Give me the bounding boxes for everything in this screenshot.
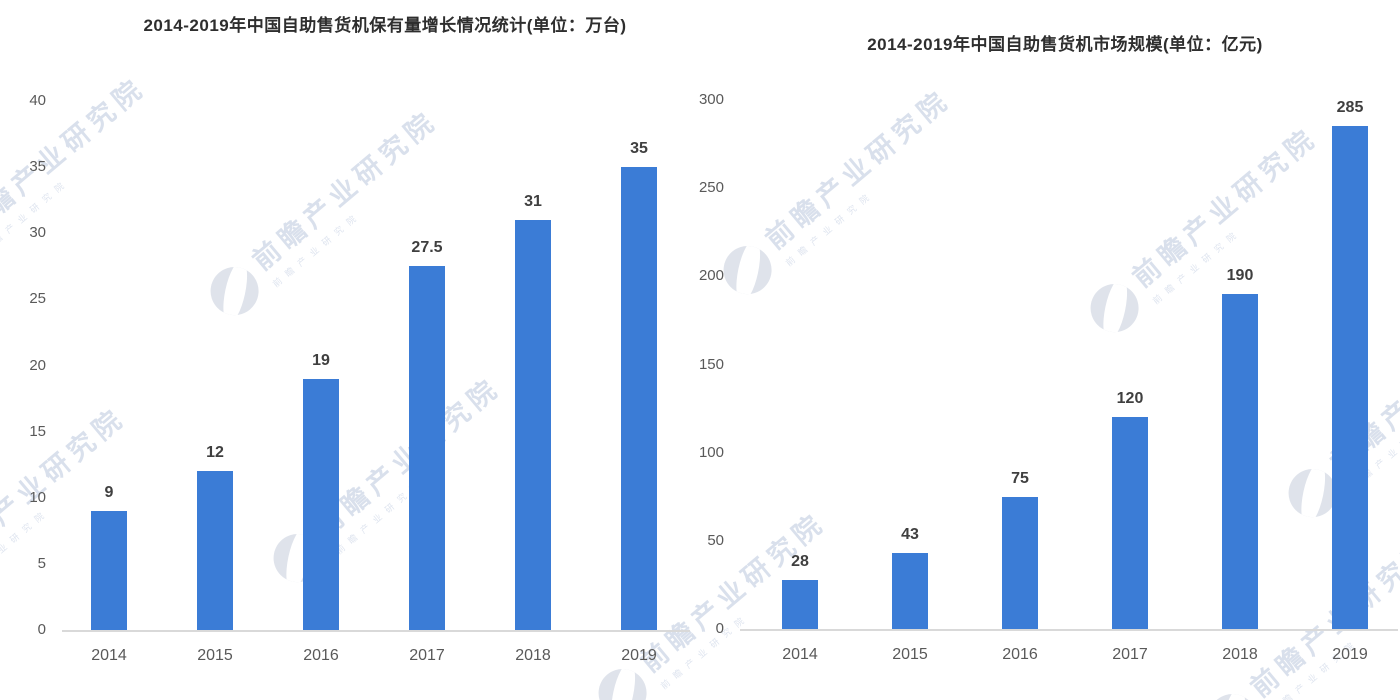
- x-axis-line: [62, 630, 690, 632]
- qianzhan-logo-icon: [1198, 683, 1267, 700]
- bar-2017: [1112, 417, 1148, 629]
- bar-2015: [197, 471, 233, 630]
- x-label-2018: 2018: [515, 647, 551, 664]
- bar-2016: [1002, 496, 1038, 629]
- bar-2019: [621, 167, 657, 630]
- x-label-2015: 2015: [197, 647, 233, 664]
- x-label-2017: 2017: [1112, 646, 1148, 663]
- qianzhan-logo-icon: [200, 256, 269, 325]
- x-label-2017: 2017: [409, 647, 445, 664]
- qianzhan-logo-icon: [1080, 273, 1149, 342]
- y-tick-100: 100: [698, 443, 724, 461]
- y-tick-150: 150: [698, 355, 724, 373]
- data-label-2016: 75: [1011, 469, 1029, 487]
- y-tick-15: 15: [29, 422, 46, 440]
- data-label-2017: 120: [1116, 390, 1144, 408]
- data-label-2018: 31: [524, 193, 542, 211]
- y-tick-0: 0: [37, 621, 46, 638]
- bar-2015: [892, 553, 928, 629]
- x-axis-line: [740, 629, 1398, 631]
- y-tick-200: 200: [698, 267, 724, 285]
- data-label-2016: 19: [312, 351, 330, 369]
- data-label-2015: 12: [206, 444, 224, 462]
- left-chart-title: 2014-2019年中国自助售货机保有量增长情况统计(单位：万台): [143, 16, 627, 35]
- y-tick-250: 250: [698, 179, 724, 197]
- y-tick-5: 5: [37, 554, 46, 572]
- data-label-2019: 35: [630, 140, 648, 158]
- x-label-2014: 2014: [782, 646, 818, 663]
- y-tick-35: 35: [29, 158, 46, 176]
- y-tick-50: 50: [707, 531, 724, 549]
- data-label-2014: 28: [791, 552, 809, 570]
- bar-2016: [303, 378, 339, 630]
- watermark-tile: 前瞻产业研究院前瞻产业研究院: [1078, 116, 1335, 344]
- x-label-2018: 2018: [1222, 646, 1258, 663]
- watermark-brand-text: 前瞻产业研究院: [760, 83, 957, 256]
- bar-2014: [782, 579, 818, 629]
- data-label-2017: 27.5: [411, 239, 443, 257]
- right-chart-title: 2014-2019年中国自助售货机市场规模(单位：亿元): [867, 35, 1263, 54]
- x-label-2014: 2014: [91, 647, 127, 664]
- y-tick-40: 40: [29, 92, 46, 109]
- x-label-2015: 2015: [892, 646, 928, 663]
- watermark-brand-text: 前瞻产业研究院: [1245, 531, 1400, 700]
- data-label-2015: 43: [901, 526, 919, 544]
- y-tick-30: 30: [29, 224, 46, 242]
- bar-2019: [1332, 126, 1368, 629]
- bar-2018: [1222, 293, 1258, 629]
- x-label-2016: 2016: [1002, 646, 1038, 663]
- bar-2018: [515, 220, 551, 630]
- watermark-tile: 前瞻产业研究院前瞻产业研究院: [711, 78, 968, 306]
- y-tick-0: 0: [715, 620, 724, 637]
- data-label-2019: 285: [1336, 99, 1364, 117]
- x-label-2019: 2019: [1332, 646, 1368, 663]
- y-tick-20: 20: [29, 356, 46, 374]
- watermark-brand-subtext: 前瞻产业研究院: [783, 188, 877, 269]
- x-label-2016: 2016: [303, 647, 339, 664]
- bar-2014: [91, 510, 127, 630]
- y-tick-10: 10: [29, 488, 46, 506]
- data-label-2018: 190: [1226, 266, 1254, 284]
- bar-2017: [409, 266, 445, 630]
- x-label-2019: 2019: [621, 647, 657, 664]
- y-tick-25: 25: [29, 290, 46, 308]
- y-tick-300: 300: [698, 91, 724, 108]
- data-label-2014: 9: [104, 483, 114, 501]
